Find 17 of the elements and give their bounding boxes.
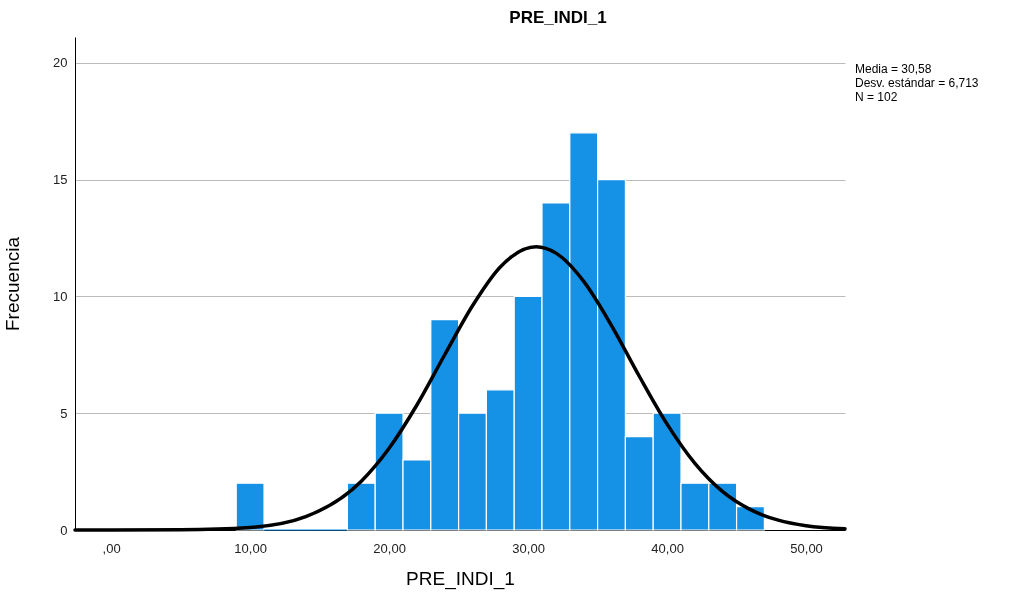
y-tick-label: 0 [60, 522, 68, 538]
chart-title: PRE_INDI_1 [509, 8, 607, 27]
y-axis-title: Frecuencia [2, 236, 24, 331]
x-tick-label: 10,00 [234, 540, 267, 556]
x-axis-title: PRE_INDI_1 [406, 567, 515, 590]
text: N = 102 [855, 90, 898, 104]
y-tick-label: 20 [53, 55, 68, 71]
text: Media = 30,58 [855, 62, 932, 76]
y-tick-label: 10 [53, 288, 68, 304]
y-tick-label: 15 [53, 172, 68, 188]
x-tick-label: 50,00 [790, 540, 823, 556]
x-tick-label: 20,00 [373, 540, 406, 556]
x-tick-label: ,00 [102, 540, 121, 556]
text: Desv. estándar = 6,713 [855, 76, 979, 90]
y-tick-label: 5 [60, 405, 68, 421]
x-tick-label: 40,00 [651, 540, 684, 556]
x-tick-label: 30,00 [512, 540, 545, 556]
